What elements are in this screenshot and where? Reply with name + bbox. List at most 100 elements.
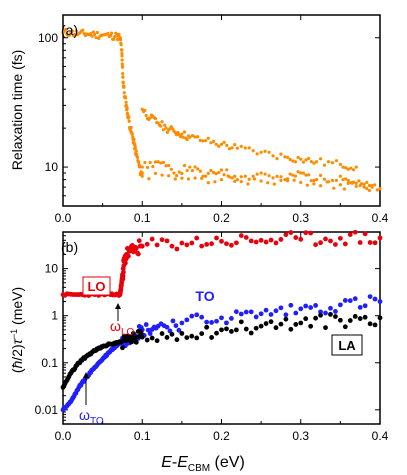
data-point xyxy=(133,245,139,251)
data-point xyxy=(219,142,224,146)
data-point xyxy=(224,326,229,332)
data-point xyxy=(193,135,197,139)
data-point xyxy=(160,173,164,177)
data-point xyxy=(372,240,378,246)
data-point xyxy=(243,174,247,178)
panel-a-ylabel: Relaxation time (fs) xyxy=(9,50,25,171)
data-point xyxy=(124,103,128,107)
data-point xyxy=(357,240,363,245)
data-point xyxy=(206,171,210,175)
data-point xyxy=(190,168,195,173)
data-point xyxy=(352,296,358,302)
data-point xyxy=(365,180,369,185)
data-point xyxy=(338,174,342,178)
data-point xyxy=(288,302,294,308)
data-point xyxy=(120,345,125,351)
data-point xyxy=(248,309,254,315)
data-point xyxy=(322,177,327,181)
data-point xyxy=(81,28,85,32)
data-point xyxy=(283,155,287,159)
data-point xyxy=(188,165,192,169)
data-point xyxy=(291,159,295,163)
data-point xyxy=(346,181,350,186)
data-point xyxy=(308,305,314,310)
data-point xyxy=(199,314,205,320)
panel-b-plot: 0.0 0.1 0.2 0.3 0.4 0.01 0.1 1 10 xyxy=(35,229,389,443)
data-point xyxy=(214,330,219,336)
data-point xyxy=(293,322,299,327)
data-point xyxy=(308,323,314,329)
data-point xyxy=(354,181,358,185)
data-point xyxy=(258,311,264,317)
data-point xyxy=(198,169,202,173)
la-label: LA xyxy=(338,338,356,353)
data-point xyxy=(235,178,239,182)
data-point xyxy=(293,174,298,178)
data-point xyxy=(120,58,124,62)
data-point xyxy=(90,34,94,38)
data-point xyxy=(159,331,165,336)
x-tick-label: 0.2 xyxy=(213,429,230,443)
data-point xyxy=(299,157,303,161)
data-point xyxy=(144,113,148,118)
data-point xyxy=(279,175,283,179)
data-point xyxy=(243,309,249,315)
data-point xyxy=(122,91,126,95)
data-point xyxy=(273,308,279,314)
data-point xyxy=(298,236,304,242)
data-point xyxy=(161,128,165,132)
data-point xyxy=(283,316,289,322)
data-point xyxy=(149,236,155,242)
data-point xyxy=(120,54,124,58)
data-point xyxy=(255,172,259,176)
data-point xyxy=(251,174,255,178)
data-point xyxy=(108,33,113,38)
data-point xyxy=(174,174,179,178)
data-point xyxy=(323,236,328,242)
data-point xyxy=(315,160,319,164)
data-point xyxy=(156,160,160,164)
data-point xyxy=(278,305,284,311)
data-point xyxy=(312,178,316,183)
data-point xyxy=(283,312,289,318)
y-tick-label: 0.1 xyxy=(41,356,58,370)
data-point xyxy=(148,116,152,120)
data-point xyxy=(209,335,214,340)
data-point xyxy=(255,152,259,156)
omega-lo-arrow-head xyxy=(115,303,121,309)
data-point xyxy=(229,329,234,334)
data-point xyxy=(367,321,373,327)
data-point xyxy=(219,327,224,333)
data-point xyxy=(120,48,124,52)
data-point xyxy=(143,322,149,327)
data-point xyxy=(253,239,259,245)
data-point xyxy=(233,174,237,178)
data-point xyxy=(308,230,314,236)
data-point xyxy=(309,160,313,164)
data-point xyxy=(318,157,323,161)
data-point xyxy=(160,120,164,124)
data-point xyxy=(224,320,229,326)
data-point xyxy=(164,324,170,330)
data-point xyxy=(362,303,368,309)
data-point xyxy=(194,312,200,318)
x-tick-label: 0.0 xyxy=(55,211,72,225)
data-point xyxy=(209,168,213,173)
data-point xyxy=(350,181,354,185)
data-point xyxy=(121,81,125,85)
data-point xyxy=(154,242,160,248)
data-point xyxy=(112,37,116,41)
lo-label: LO xyxy=(87,279,105,294)
data-point xyxy=(180,176,184,180)
data-point xyxy=(181,135,185,139)
data-point xyxy=(378,187,382,191)
data-point xyxy=(268,237,274,243)
x-tick-label: 0.4 xyxy=(372,429,389,443)
data-point xyxy=(253,325,259,331)
data-point xyxy=(138,331,144,336)
data-point xyxy=(253,314,259,320)
data-point xyxy=(268,319,274,325)
data-point xyxy=(164,164,168,168)
data-point xyxy=(209,141,213,145)
